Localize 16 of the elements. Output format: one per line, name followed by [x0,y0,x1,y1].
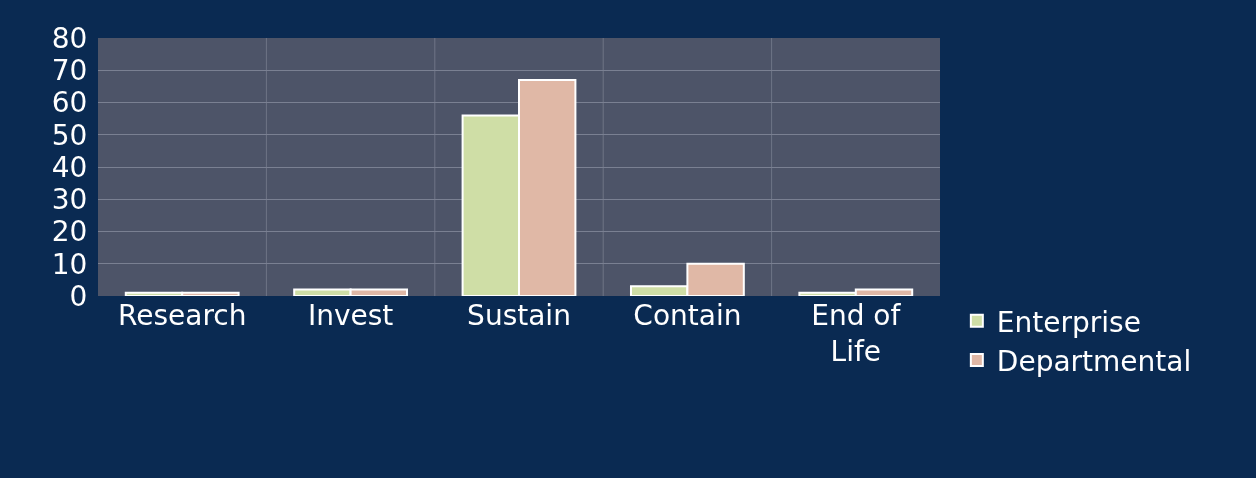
y-tick-label: 10 [51,247,88,281]
x-tick-label: Research [117,299,247,332]
y-tick-label: 70 [51,54,88,88]
y-tick-label: 30 [51,183,88,217]
legend-label: Enterprise [996,305,1141,339]
y-tick-label: 60 [51,86,88,120]
legend-label: Departmental [996,345,1192,379]
x-tick-label: Contain [633,299,742,332]
y-tick-label: 50 [51,118,88,152]
y-tick-label: 20 [51,215,88,249]
x-tick-label: Invest [307,299,394,332]
y-tick-label: 0 [69,279,88,313]
y-tick-label: 40 [51,150,88,184]
x-tick-label: End of Life [811,299,902,369]
x-tick-label: Sustain [467,299,571,332]
y-tick-label: 80 [51,21,88,55]
